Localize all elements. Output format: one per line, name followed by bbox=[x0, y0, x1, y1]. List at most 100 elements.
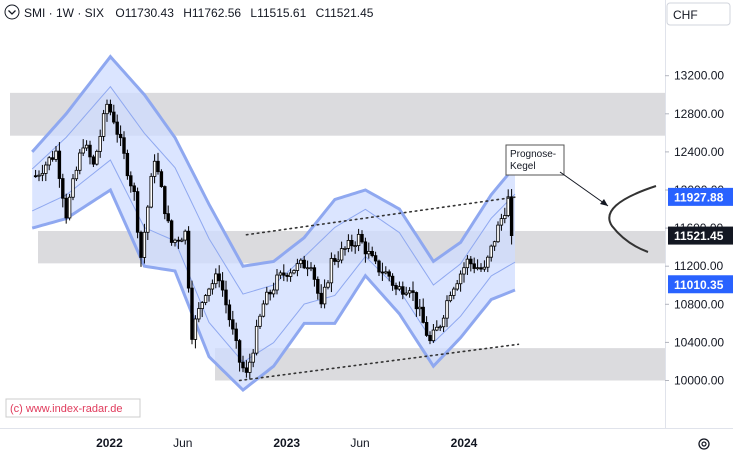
candle bbox=[203, 294, 208, 306]
candle bbox=[343, 246, 347, 256]
candle bbox=[122, 131, 126, 160]
symbol-name: SMI · 1W · SIX bbox=[24, 6, 104, 20]
candle bbox=[78, 149, 82, 175]
candle bbox=[438, 324, 442, 332]
candle bbox=[370, 246, 374, 258]
symbol-info[interactable]: SMI · 1W · SIX O11730.43 H11762.56 L1151… bbox=[24, 6, 374, 20]
currency-box[interactable] bbox=[666, 2, 731, 26]
candle bbox=[489, 244, 493, 262]
candle bbox=[115, 114, 119, 143]
price-badge: 11010.35 bbox=[668, 275, 733, 294]
watermark-box bbox=[5, 398, 141, 418]
candle bbox=[101, 109, 106, 142]
high-label: H bbox=[183, 6, 192, 20]
watermark-text: (c) www.index-radar.de bbox=[10, 403, 123, 415]
price-badge: 11521.45 bbox=[668, 226, 733, 245]
y-tick-label: 13200.00 bbox=[674, 69, 724, 83]
candle bbox=[61, 173, 65, 208]
candle bbox=[479, 263, 483, 272]
annotation-arrow bbox=[559, 171, 609, 207]
watermark: (c) www.index-radar.de bbox=[5, 398, 141, 418]
candle bbox=[465, 255, 470, 275]
candle bbox=[248, 353, 252, 380]
low-label: L bbox=[250, 6, 257, 20]
candle bbox=[44, 161, 48, 182]
candle bbox=[57, 142, 62, 188]
candle bbox=[91, 154, 96, 168]
currency-selector[interactable]: CHF bbox=[666, 2, 731, 26]
candle bbox=[214, 268, 218, 289]
candle bbox=[346, 234, 351, 253]
forecast-cone-arc bbox=[608, 185, 657, 253]
candle bbox=[377, 259, 381, 276]
candle bbox=[186, 226, 191, 293]
close-label: C bbox=[316, 6, 325, 20]
candle bbox=[418, 299, 422, 317]
candle bbox=[475, 259, 480, 271]
candle bbox=[312, 264, 317, 287]
candle bbox=[411, 281, 415, 301]
candle bbox=[275, 268, 279, 295]
candle bbox=[81, 139, 85, 157]
candle bbox=[176, 236, 181, 249]
candle bbox=[190, 280, 194, 345]
candle bbox=[282, 264, 286, 282]
candle bbox=[472, 257, 476, 274]
candle bbox=[496, 221, 500, 243]
candle bbox=[305, 260, 310, 277]
time-axis[interactable]: 2022 Jun 2023 Jun 2024 bbox=[96, 436, 478, 450]
candle bbox=[509, 189, 514, 245]
candle bbox=[84, 140, 89, 151]
candle bbox=[380, 262, 385, 281]
candle bbox=[458, 270, 463, 292]
y-tick-label: 12400.00 bbox=[674, 145, 724, 159]
candle bbox=[339, 241, 344, 264]
high-value: 11762.56 bbox=[192, 6, 241, 20]
candle bbox=[173, 238, 177, 247]
y-tick-label: 11200.00 bbox=[674, 259, 723, 273]
candle bbox=[112, 104, 116, 125]
candle bbox=[146, 205, 150, 241]
candle bbox=[163, 185, 167, 220]
low-value: 11515.61 bbox=[257, 6, 306, 20]
open-label: O bbox=[115, 6, 124, 20]
svg-text:11521.45: 11521.45 bbox=[674, 229, 724, 243]
x-tick-label: 2022 bbox=[96, 436, 123, 450]
settings-gear-icon[interactable] bbox=[698, 438, 710, 450]
candle bbox=[142, 223, 147, 264]
candle bbox=[390, 273, 395, 291]
currency-label[interactable]: CHF bbox=[673, 8, 698, 22]
annotation-line-1: Prognose- bbox=[510, 149, 556, 160]
candle bbox=[384, 266, 388, 275]
collapse-icon[interactable] bbox=[4, 4, 20, 20]
candle bbox=[156, 152, 160, 175]
candle bbox=[197, 302, 201, 323]
candle bbox=[329, 252, 334, 293]
candle bbox=[54, 145, 58, 162]
candle bbox=[74, 166, 79, 182]
candle bbox=[322, 279, 327, 309]
candle bbox=[224, 280, 228, 314]
candle bbox=[363, 237, 368, 263]
candle bbox=[441, 314, 446, 332]
candle bbox=[295, 258, 300, 277]
candle bbox=[139, 230, 143, 267]
candle bbox=[217, 265, 221, 288]
y-tick-label: 10000.00 bbox=[674, 374, 724, 388]
candle bbox=[37, 170, 41, 182]
candle bbox=[492, 240, 497, 251]
candle bbox=[299, 258, 303, 269]
candle bbox=[71, 173, 75, 201]
candle bbox=[227, 299, 232, 327]
candle bbox=[50, 151, 55, 162]
candle bbox=[251, 349, 255, 368]
candle bbox=[448, 291, 453, 303]
candle bbox=[367, 242, 371, 259]
candle bbox=[482, 260, 487, 272]
candle bbox=[33, 169, 38, 178]
candle bbox=[265, 286, 269, 306]
chart-header: SMI · 1W · SIX O11730.43 H11762.56 L1151… bbox=[4, 4, 374, 20]
open-value: 11730.43 bbox=[125, 6, 174, 20]
band-upper bbox=[31, 54, 517, 268]
